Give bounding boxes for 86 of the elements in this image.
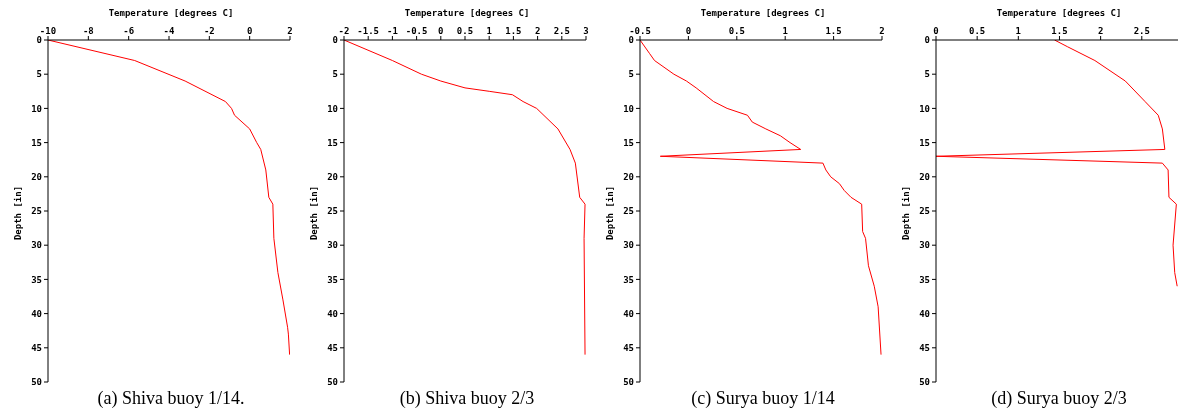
y-tick-label: 10 — [919, 103, 930, 114]
x-tick-label: 0 — [685, 26, 692, 36]
y-axis-title: Depth [in] — [13, 184, 23, 243]
x-tick-label: -10 — [39, 26, 57, 36]
y-tick-label: 30 — [919, 240, 930, 251]
y-tick-label: 45 — [623, 342, 634, 353]
y-tick-label: 30 — [623, 240, 634, 251]
x-tick-label: -0.5 — [405, 26, 428, 36]
x-tick-label: 1.5 — [505, 26, 522, 36]
x-tick-label: 0 — [438, 26, 444, 36]
y-tick-label: 0 — [332, 35, 338, 46]
y-tick-label: 35 — [623, 274, 634, 285]
x-tick-label: 2 — [534, 26, 541, 36]
y-tick-label: 5 — [628, 69, 634, 80]
x-tick-label: -0.5 — [629, 26, 651, 36]
y-axis-title: Depth [in] — [901, 184, 911, 243]
y-tick-label: 50 — [327, 377, 338, 388]
x-axis-title: Temperature [degrees C] — [995, 8, 1123, 18]
y-tick-label: 45 — [919, 342, 930, 353]
x-tick-label: 2.5 — [1133, 26, 1150, 36]
y-tick-label: 20 — [919, 172, 930, 182]
y-axis-title: Depth [in] — [605, 184, 615, 243]
x-tick-label: 3 — [583, 26, 589, 36]
y-tick-label: 45 — [31, 342, 42, 353]
y-tick-label: 5 — [924, 69, 930, 80]
x-tick-label: 1 — [1015, 26, 1022, 36]
x-tick-label: -4 — [163, 26, 175, 36]
y-tick-label: 20 — [31, 172, 42, 182]
x-tick-label: -6 — [123, 26, 135, 36]
y-tick-label: 15 — [623, 137, 634, 148]
y-tick-label: 15 — [327, 137, 338, 148]
x-tick-label: 2 — [287, 26, 293, 36]
x-tick-label: 0.5 — [728, 26, 745, 36]
text: (b) Shiva buoy 2/3 — [398, 388, 536, 409]
y-tick-label: 40 — [31, 308, 42, 319]
x-tick-label: 1 — [782, 26, 788, 36]
x-tick-label: 1.5 — [825, 26, 842, 36]
y-tick-label: 0 — [924, 35, 930, 46]
x-tick-label: -8 — [82, 26, 94, 36]
x-tick-label: 2 — [879, 26, 885, 36]
y-tick-label: 40 — [919, 308, 930, 319]
x-tick-label: 0.5 — [456, 26, 474, 36]
x-tick-label: 2 — [1097, 26, 1104, 36]
y-tick-label: 25 — [31, 206, 42, 217]
y-tick-label: 35 — [31, 274, 42, 285]
y-tick-label: 20 — [327, 172, 338, 182]
y-tick-label: 10 — [623, 103, 634, 114]
y-tick-label: 35 — [327, 274, 338, 285]
y-tick-label: 30 — [327, 240, 338, 251]
text: (a) Shiva buoy 1/14. — [96, 388, 246, 409]
y-tick-label: 15 — [919, 137, 930, 148]
x-tick-label: 1 — [486, 26, 492, 36]
x-tick-label: -1.5 — [357, 26, 380, 36]
y-tick-label: 50 — [919, 377, 930, 388]
y-tick-label: 50 — [623, 377, 634, 388]
y-tick-label: 0 — [36, 35, 42, 46]
x-tick-label: 2.5 — [553, 26, 570, 36]
y-tick-label: 20 — [623, 172, 634, 182]
y-tick-label: 5 — [36, 69, 42, 80]
y-tick-label: 45 — [327, 342, 338, 353]
y-tick-label: 25 — [919, 206, 930, 217]
x-tick-label: -1 — [386, 26, 398, 36]
y-tick-label: 30 — [31, 240, 42, 251]
y-tick-label: 50 — [31, 377, 42, 388]
y-tick-label: 15 — [31, 137, 42, 148]
x-axis-title: Temperature [degrees C] — [403, 8, 531, 18]
x-tick-label: -2 — [338, 26, 350, 36]
text: (c) Surya buoy 1/14 — [690, 388, 836, 409]
x-axis-title: Temperature [degrees C] — [107, 8, 235, 18]
x-tick-label: 0 — [933, 26, 939, 36]
y-tick-label: 40 — [327, 308, 338, 319]
x-axis-title: Temperature [degrees C] — [699, 8, 827, 18]
y-axis-title: Depth [in] — [309, 184, 319, 243]
x-tick-label: 0.5 — [969, 26, 986, 36]
y-tick-label: 5 — [332, 69, 338, 80]
y-tick-label: 10 — [327, 103, 338, 114]
y-tick-label: 0 — [628, 35, 634, 46]
y-tick-label: 35 — [919, 274, 930, 285]
y-tick-label: 25 — [327, 206, 338, 217]
x-tick-label: -2 — [203, 26, 215, 36]
y-tick-label: 25 — [623, 206, 634, 217]
x-tick-label: 0 — [246, 26, 253, 36]
x-tick-label: 1.5 — [1051, 26, 1068, 36]
y-tick-label: 10 — [31, 103, 42, 114]
y-tick-label: 40 — [623, 308, 634, 319]
text: (d) Surya buoy 2/3 — [990, 388, 1128, 409]
